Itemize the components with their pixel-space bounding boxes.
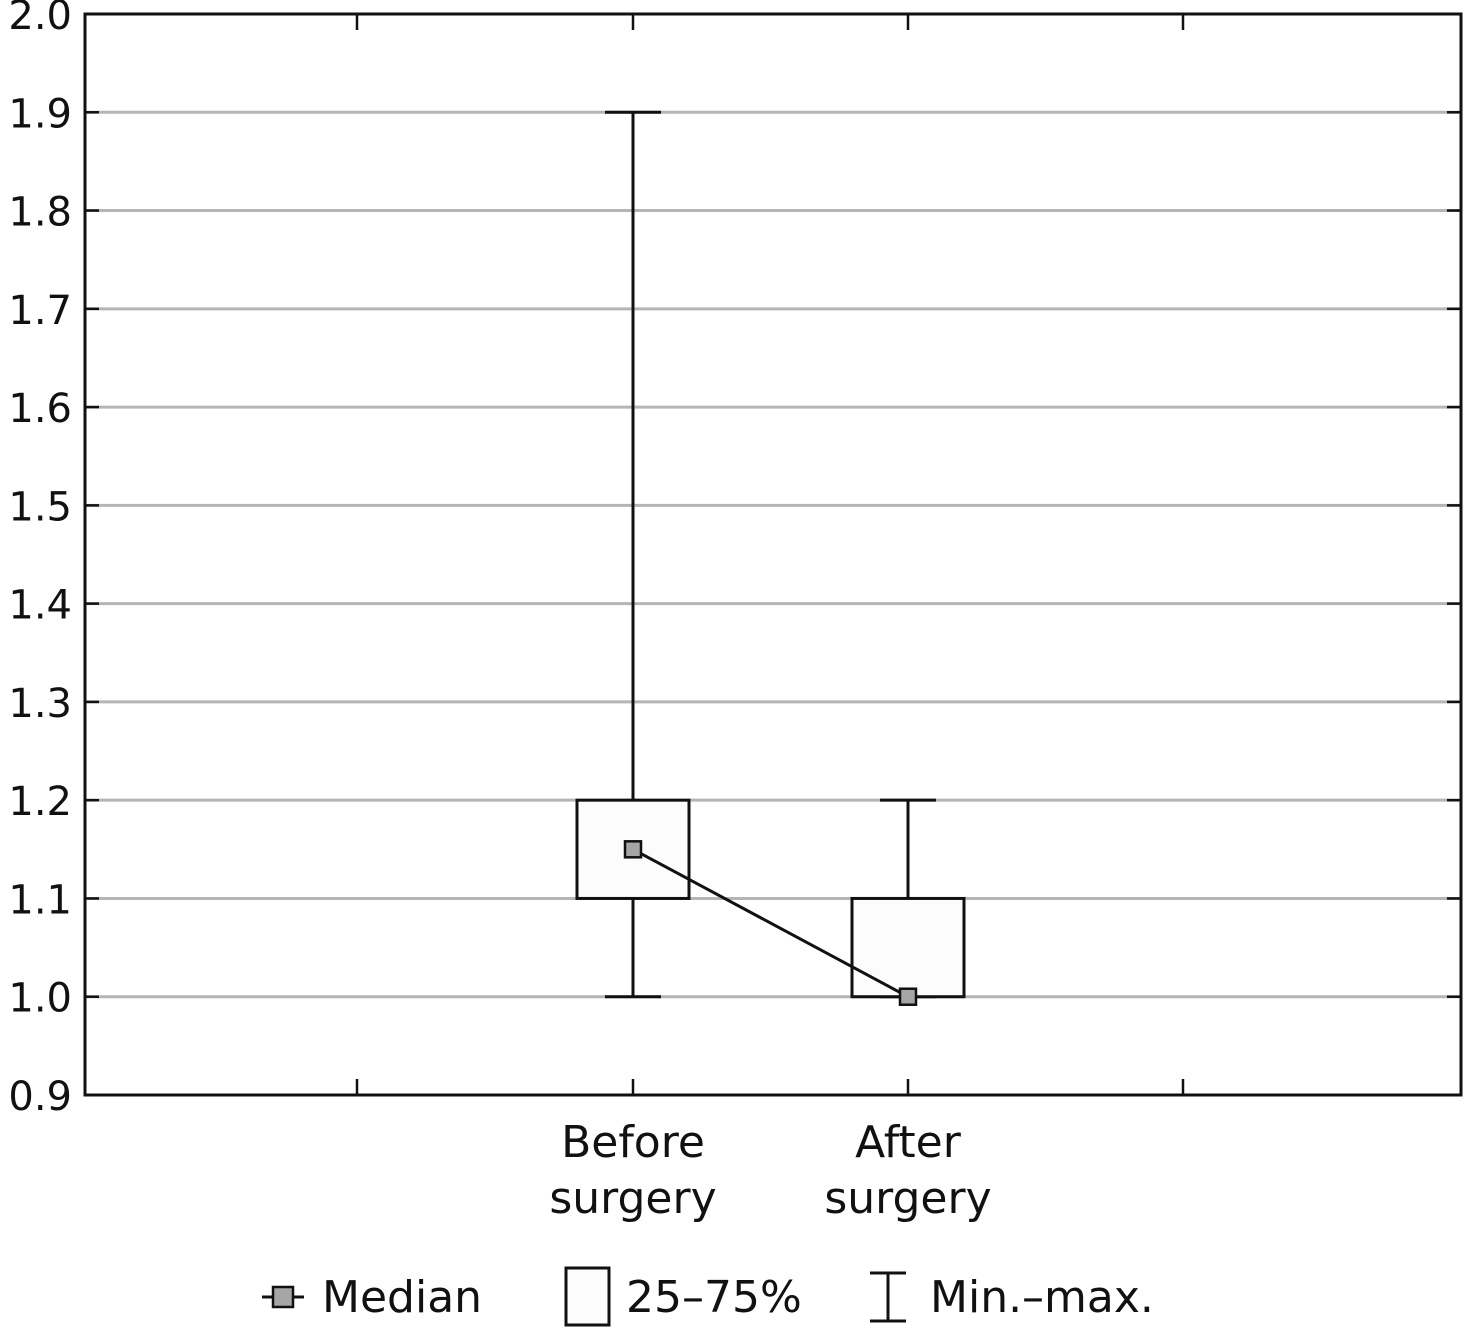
iqr-box: [850, 896, 966, 999]
legend-label-whisker: Min.–max.: [930, 1272, 1154, 1323]
y-tick-label: 2.0: [8, 0, 72, 39]
y-tick-label: 1.2: [8, 779, 72, 825]
y-tick-label: 1.1: [8, 877, 72, 923]
x-category-label: After: [855, 1117, 962, 1168]
legend-label-box: 25–75%: [626, 1272, 802, 1323]
median-connector-line: [632, 847, 909, 999]
y-tick-label: 1.0: [8, 976, 72, 1022]
legend-box-icon: [564, 1266, 611, 1327]
y-tick-label: 1.8: [8, 190, 72, 236]
y-tick-label: 1.3: [8, 681, 72, 727]
y-tick-label: 1.6: [8, 386, 72, 432]
y-tick-label: 1.4: [8, 583, 72, 629]
median-marker: [623, 840, 643, 859]
y-tick-label: 1.9: [8, 91, 72, 137]
y-tick-label: 1.7: [8, 288, 72, 334]
x-category-label: surgery: [549, 1173, 716, 1224]
median-marker: [898, 987, 918, 1006]
legend-label-median: Median: [322, 1272, 482, 1323]
x-category-label: surgery: [824, 1173, 991, 1224]
x-category-label: Before: [561, 1117, 705, 1168]
y-tick-label: 1.5: [8, 484, 72, 530]
y-tick-label: 0.9: [8, 1074, 72, 1120]
plot-frame: [83, 12, 1463, 1097]
legend-median-icon: [271, 1285, 295, 1309]
